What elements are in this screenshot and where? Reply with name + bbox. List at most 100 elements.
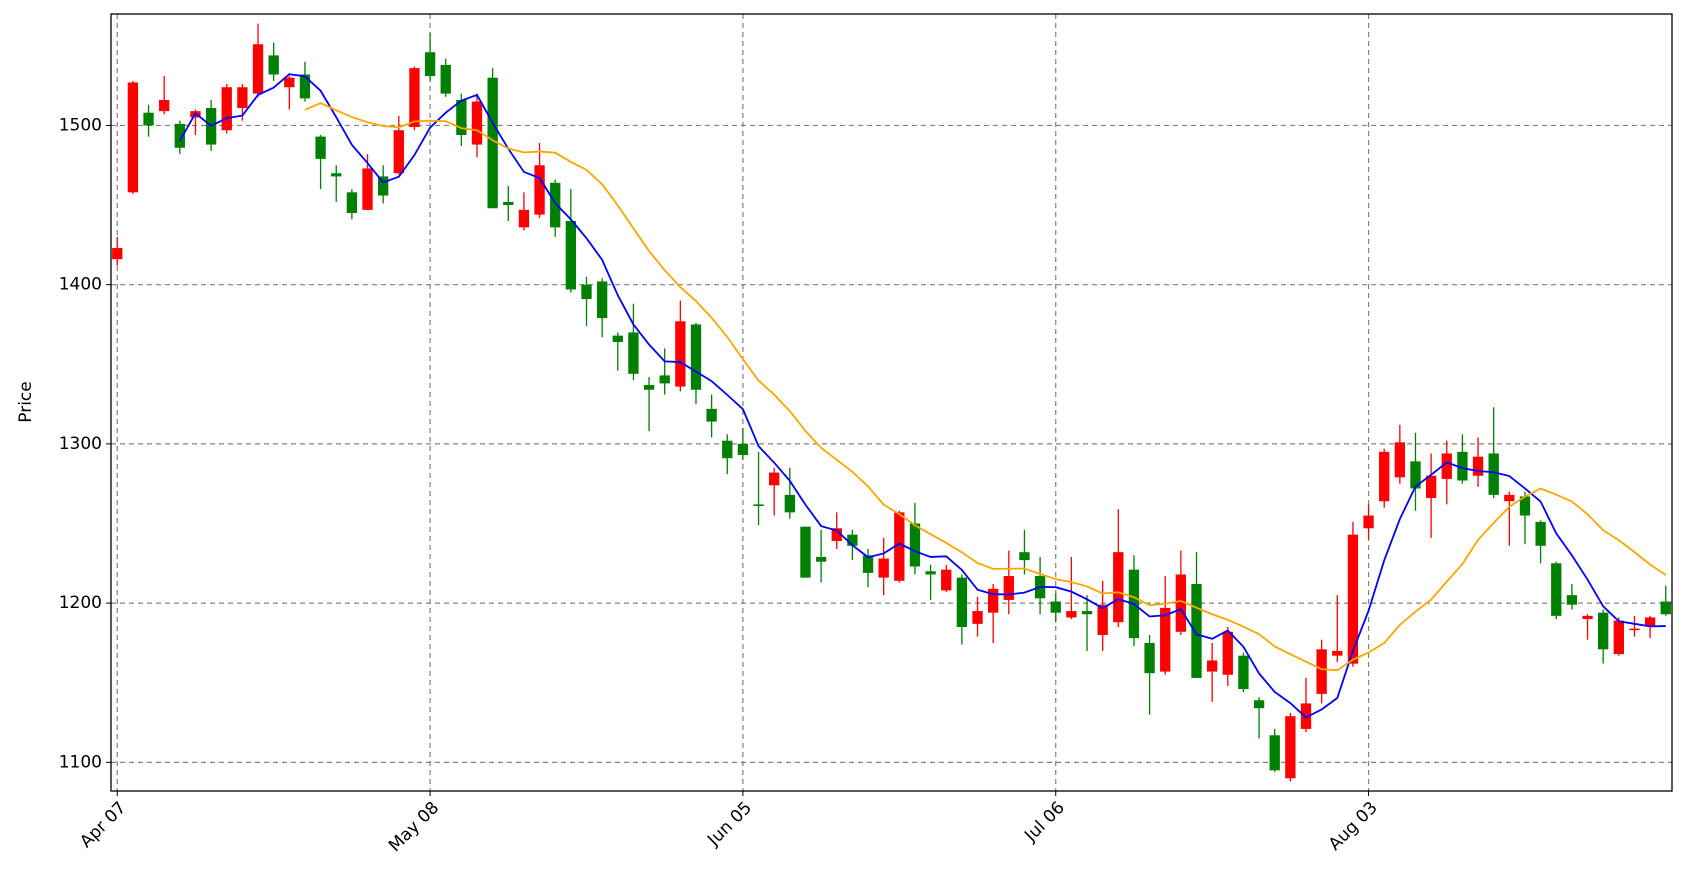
candle-body (1269, 735, 1280, 771)
candle-body (1332, 650, 1343, 656)
candle-body (268, 55, 279, 75)
candle-body (1175, 574, 1187, 632)
candle-body (831, 528, 842, 542)
candle-body (878, 558, 889, 578)
candle-body (1660, 601, 1671, 615)
candle-body (1598, 612, 1609, 650)
candle-body (722, 440, 733, 459)
candle-body (1379, 451, 1390, 502)
candle-body (1097, 604, 1108, 635)
candle-body (299, 74, 311, 99)
candle-body (988, 588, 999, 613)
candle-body (1472, 456, 1484, 476)
candle-body (925, 571, 936, 575)
candle-body (487, 77, 498, 209)
candle-body (690, 324, 702, 390)
candle-body (1253, 700, 1265, 709)
candle-body (1160, 607, 1171, 672)
candle-body (1394, 442, 1406, 478)
candle-body (800, 526, 811, 578)
candle-body (581, 284, 592, 300)
candle-body (1441, 453, 1452, 479)
candle-body (1285, 716, 1296, 779)
candle-body (596, 281, 608, 319)
candle-body (393, 130, 404, 174)
candle-body (237, 87, 248, 108)
candle-body (1613, 620, 1624, 655)
candle-body (769, 472, 780, 486)
candle-body (346, 192, 358, 214)
candle-body (377, 176, 389, 196)
candle-body (1629, 628, 1640, 631)
candle-body (503, 201, 514, 206)
candle-body (409, 68, 420, 128)
candle-body (941, 569, 952, 591)
candle-body (1519, 496, 1531, 516)
candle-body (1081, 611, 1093, 615)
moving-average-line (179, 73, 1666, 719)
y-tick-label: 1400 (59, 275, 102, 295)
candle-body (1191, 584, 1202, 678)
candle-body (534, 165, 545, 215)
candle-body (706, 408, 717, 422)
candle-body (440, 64, 451, 94)
y-tick-label: 1500 (59, 115, 102, 135)
candle-body (956, 577, 968, 628)
candle-body (362, 168, 373, 210)
candle-body (1644, 617, 1656, 626)
candle-body (1425, 475, 1437, 499)
candle-body (565, 220, 577, 290)
y-axis-label: Price (16, 381, 36, 422)
candle-body (1582, 615, 1593, 620)
candle-body (737, 443, 749, 456)
candle-body (1238, 655, 1249, 690)
candle-body (909, 523, 921, 567)
candle-body (1363, 515, 1374, 529)
candle-body (550, 182, 561, 228)
candle-body (284, 77, 295, 88)
candle-body (471, 101, 483, 145)
candle-body (643, 384, 655, 390)
plot-frame (110, 13, 1673, 792)
candle-body (862, 555, 874, 573)
candle-body (127, 82, 139, 193)
candle-body (784, 494, 795, 513)
candle-body (1222, 631, 1233, 675)
candle-body (1535, 521, 1546, 546)
candle-body (1019, 552, 1030, 561)
candle-body (628, 332, 639, 374)
candle-body (1066, 611, 1077, 618)
candle-body (221, 87, 232, 131)
candle-body (659, 375, 670, 384)
candle-body (424, 52, 436, 77)
candle-body (1457, 451, 1468, 481)
candle-body (174, 123, 185, 148)
candle-body (847, 534, 858, 546)
candle-body (1410, 461, 1421, 489)
candle-body (1551, 563, 1562, 616)
moving-average-line (304, 102, 1667, 672)
candle-body (972, 611, 983, 624)
candle-body (753, 504, 764, 506)
candle-body (675, 321, 686, 387)
candle-body (894, 512, 905, 581)
candle-body (815, 556, 827, 562)
y-tick-label: 1100 (59, 752, 102, 772)
candle-body (1206, 660, 1218, 672)
y-tick-label: 1300 (59, 434, 102, 454)
candle-body (1144, 642, 1155, 674)
candle-body (1113, 552, 1124, 623)
candle-body (112, 248, 123, 260)
candle-body (1003, 576, 1014, 600)
candle-body (1566, 595, 1578, 605)
candle-body (612, 335, 623, 342)
candle-body (1050, 601, 1061, 613)
candle-body (315, 136, 326, 159)
candle-body (518, 209, 530, 228)
candle-body (252, 44, 264, 94)
candle-body (159, 99, 170, 112)
candle-body (1347, 534, 1359, 664)
